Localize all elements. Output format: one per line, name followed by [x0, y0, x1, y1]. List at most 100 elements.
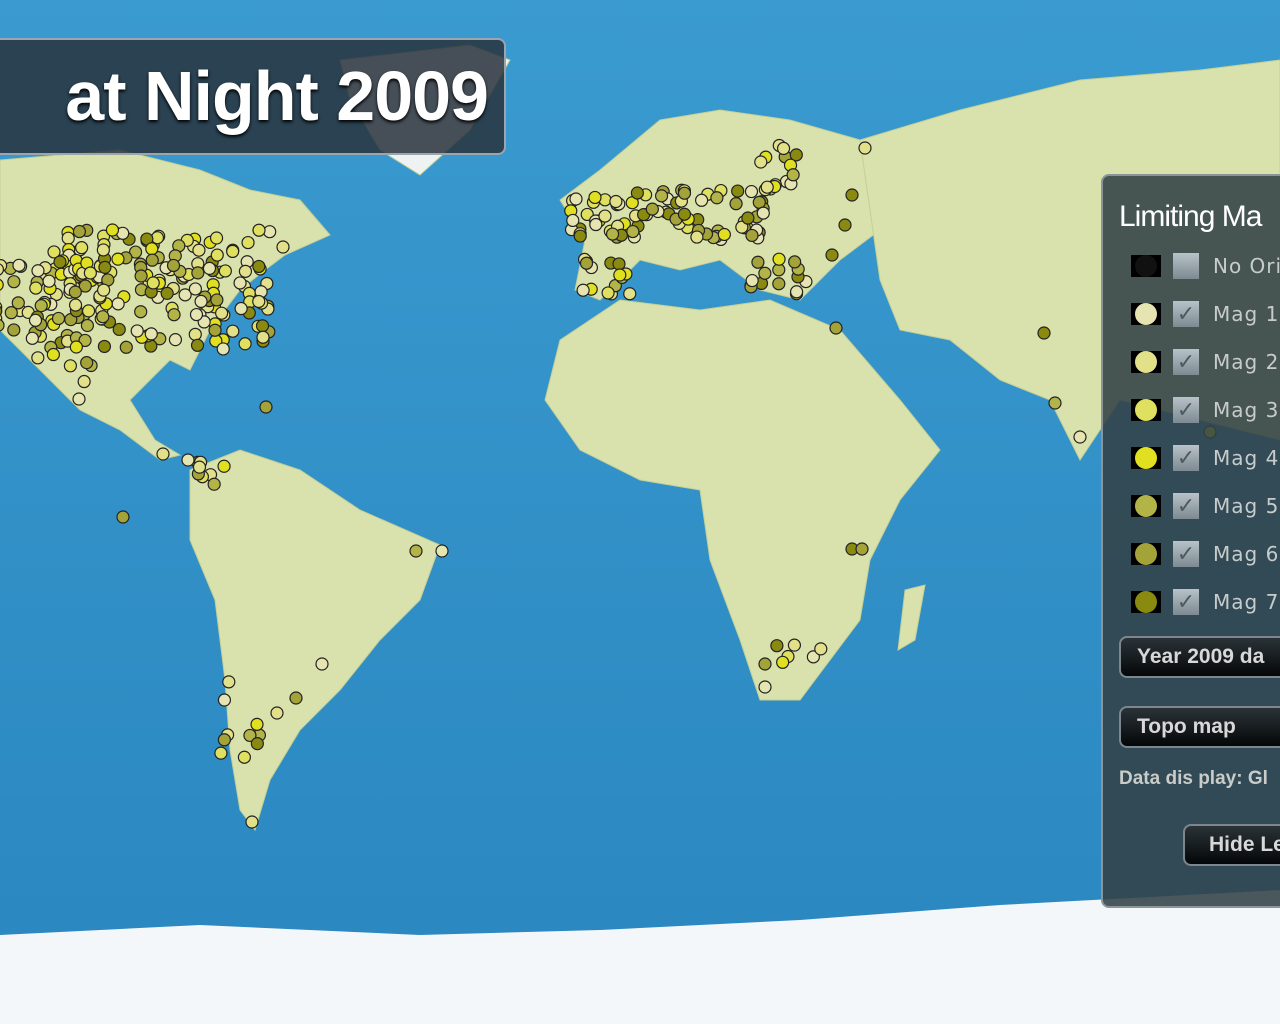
- observation-dot[interactable]: [98, 260, 112, 274]
- observation-dot[interactable]: [46, 347, 60, 362]
- observation-dot[interactable]: [315, 657, 329, 671]
- observation-dot[interactable]: [31, 264, 45, 278]
- observation-dot[interactable]: [25, 331, 39, 345]
- observation-dot[interactable]: [210, 248, 224, 262]
- observation-dot[interactable]: [80, 318, 95, 333]
- observation-dot[interactable]: [202, 261, 217, 275]
- observation-dot[interactable]: [190, 338, 205, 352]
- observation-dot[interactable]: [134, 269, 148, 283]
- observation-dot[interactable]: [566, 213, 580, 228]
- observation-dot[interactable]: [215, 306, 229, 320]
- observation-dot[interactable]: [111, 252, 125, 266]
- observation-dot[interactable]: [97, 283, 111, 297]
- observation-dot[interactable]: [226, 324, 240, 338]
- observation-dot[interactable]: [78, 333, 92, 348]
- observation-dot[interactable]: [0, 319, 5, 332]
- observation-dot[interactable]: [4, 306, 18, 320]
- observation-dot[interactable]: [47, 245, 61, 259]
- legend-checkbox[interactable]: ✓: [1173, 589, 1199, 615]
- observation-dot[interactable]: [589, 217, 603, 232]
- observation-dot[interactable]: [855, 542, 869, 556]
- legend-checkbox[interactable]: ✓: [1173, 349, 1199, 375]
- observation-dot[interactable]: [745, 273, 759, 288]
- legend-item[interactable]: ✓ Mag 1: [1131, 298, 1279, 330]
- observation-dot[interactable]: [97, 339, 112, 354]
- observation-dot[interactable]: [78, 279, 92, 293]
- observation-dot[interactable]: [630, 186, 644, 200]
- observation-dot[interactable]: [245, 815, 259, 829]
- observation-dot[interactable]: [0, 263, 5, 276]
- observation-dot[interactable]: [569, 192, 583, 206]
- observation-dot[interactable]: [12, 258, 26, 272]
- observation-dot[interactable]: [105, 223, 120, 237]
- observation-dot[interactable]: [145, 253, 159, 267]
- observation-dot[interactable]: [96, 243, 110, 257]
- observation-dot[interactable]: [144, 327, 158, 341]
- hide-legend-button[interactable]: Hide Le: [1183, 824, 1280, 866]
- observation-dot[interactable]: [756, 206, 770, 220]
- observation-dot[interactable]: [605, 227, 620, 241]
- observation-dot[interactable]: [63, 359, 78, 373]
- observation-dot[interactable]: [259, 400, 273, 414]
- observation-dot[interactable]: [735, 220, 749, 234]
- observation-dot[interactable]: [645, 202, 659, 216]
- data-display-label[interactable]: Data dis play: Gl: [1119, 768, 1268, 789]
- observation-dot[interactable]: [77, 374, 91, 389]
- observation-dot[interactable]: [189, 307, 204, 322]
- observation-dot[interactable]: [576, 283, 590, 297]
- observation-dot[interactable]: [116, 510, 130, 524]
- observation-dot[interactable]: [217, 733, 231, 747]
- observation-dot[interactable]: [1048, 396, 1062, 410]
- observation-dot[interactable]: [216, 342, 230, 356]
- observation-dot[interactable]: [217, 459, 231, 473]
- observation-dot[interactable]: [0, 305, 3, 317]
- observation-dot[interactable]: [68, 298, 83, 312]
- observation-dot[interactable]: [710, 191, 724, 205]
- observation-dot[interactable]: [717, 227, 731, 242]
- observation-dot[interactable]: [250, 737, 264, 751]
- legend-checkbox[interactable]: ✓: [1173, 397, 1199, 423]
- observation-dot[interactable]: [252, 259, 266, 274]
- observation-dot[interactable]: [1073, 430, 1087, 444]
- observation-dot[interactable]: [210, 293, 224, 307]
- observation-dot[interactable]: [146, 276, 160, 290]
- legend-checkbox[interactable]: [1173, 253, 1199, 279]
- observation-dot[interactable]: [209, 231, 224, 245]
- observation-dot[interactable]: [69, 340, 83, 354]
- observation-dot[interactable]: [255, 319, 270, 333]
- legend-item[interactable]: No Ori: [1131, 250, 1280, 282]
- observation-dot[interactable]: [191, 266, 205, 280]
- observation-dot[interactable]: [250, 717, 264, 731]
- observation-dot[interactable]: [241, 235, 255, 250]
- observation-dot[interactable]: [168, 333, 183, 347]
- observation-dot[interactable]: [81, 304, 96, 318]
- observation-dot[interactable]: [243, 728, 257, 743]
- observation-dot[interactable]: [776, 655, 790, 669]
- observation-dot[interactable]: [751, 255, 765, 269]
- observation-dot[interactable]: [188, 282, 203, 296]
- observation-dot[interactable]: [222, 675, 236, 689]
- observation-dot[interactable]: [786, 168, 800, 182]
- observation-dot[interactable]: [167, 308, 181, 322]
- observation-dot[interactable]: [573, 229, 587, 243]
- observation-dot[interactable]: [42, 274, 56, 288]
- observation-dot[interactable]: [776, 141, 791, 156]
- observation-dot[interactable]: [31, 351, 45, 365]
- observation-dot[interactable]: [214, 746, 228, 760]
- observation-dot[interactable]: [858, 141, 872, 155]
- observation-dot[interactable]: [758, 680, 772, 694]
- observation-dot[interactable]: [263, 225, 277, 239]
- observation-dot[interactable]: [181, 453, 195, 467]
- observation-dot[interactable]: [252, 223, 266, 237]
- observation-dot[interactable]: [829, 321, 843, 335]
- observation-dot[interactable]: [276, 240, 290, 254]
- observation-dot[interactable]: [72, 392, 86, 406]
- observation-dot[interactable]: [134, 305, 148, 319]
- observation-dot[interactable]: [772, 252, 786, 266]
- observation-dot[interactable]: [238, 264, 253, 278]
- legend-item[interactable]: ✓ Mag 3: [1131, 394, 1279, 426]
- observation-dot[interactable]: [7, 323, 21, 337]
- observation-dot[interactable]: [654, 189, 669, 203]
- observation-dot[interactable]: [754, 155, 768, 169]
